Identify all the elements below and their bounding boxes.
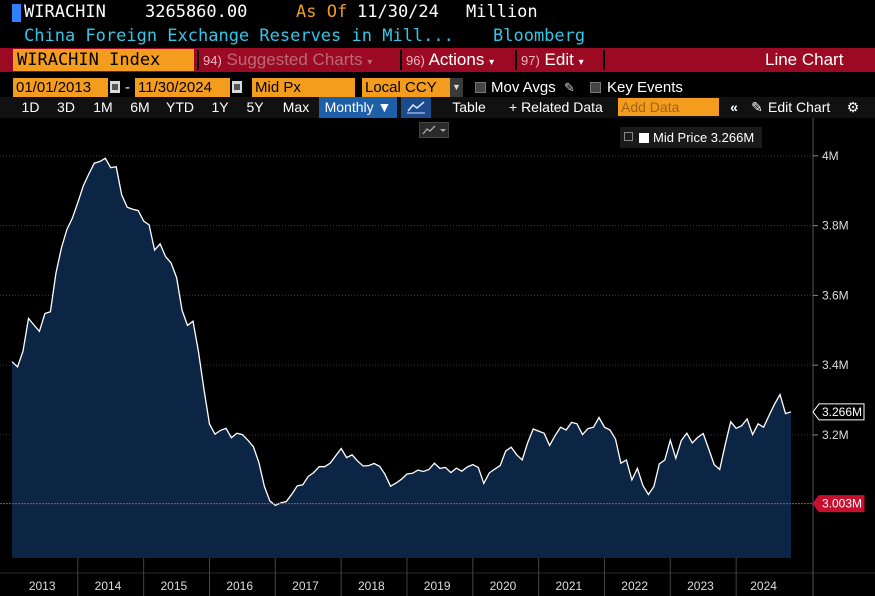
range-max[interactable]: Max (282, 99, 310, 115)
key-events-label: Key Events (607, 79, 683, 96)
min-value-tag: 3.003M (812, 495, 865, 513)
start-date-field[interactable]: 01/01/2013 (13, 78, 108, 97)
legend-swatch (639, 133, 649, 143)
y-tick-label: 3.6M (822, 288, 849, 302)
suggested-charts-menu[interactable]: 94) Suggested Charts ▾ (203, 48, 372, 75)
menu-bar: WIRACHIN Index 94) Suggested Charts ▾ 96… (0, 48, 875, 72)
line-chart-icon (422, 125, 446, 135)
x-tick-label: 2023 (687, 579, 714, 593)
edit-label: Edit (544, 50, 574, 69)
calendar-icon[interactable] (110, 81, 120, 93)
line-chart-icon[interactable] (401, 97, 431, 118)
min-value-tag-text: 3.003M (822, 497, 862, 511)
description-bar: China Foreign Exchange Reserves in Mill.… (0, 25, 875, 47)
unit-label: Million (466, 2, 538, 22)
series-area (12, 158, 791, 559)
view-title: Line Chart (765, 50, 844, 69)
legend-label: Mid Price 3.266M (653, 130, 755, 145)
x-tick-label: 2018 (358, 579, 385, 593)
series-line (11, 157, 792, 507)
calendar-icon[interactable] (232, 81, 242, 93)
mov-avgs-checkbox[interactable] (475, 82, 486, 93)
chevron-down-icon: ▾ (578, 57, 584, 68)
x-tick-label: 2024 (750, 579, 777, 593)
x-tick-label: 2017 (292, 579, 319, 593)
range-5y[interactable]: 5Y (246, 99, 264, 115)
as-of-date: 11/30/24 (357, 2, 439, 22)
source-label: Bloomberg (493, 26, 586, 46)
actions-label: Actions (428, 50, 485, 69)
last-value-tag-box (812, 403, 865, 421)
y-tick-label: 3.2M (822, 428, 849, 442)
pencil-icon[interactable]: ✎ (751, 99, 763, 115)
x-axis: 2013 2014 2015 2016 2017 2018 2019 2020 2021 2022… (29, 558, 777, 596)
chart-toolbar: 1D 3D 1M 6M YTD 1Y 5Y Max Monthly ▼ Tabl… (0, 97, 875, 118)
edit-number: 97) (521, 53, 540, 68)
security-header: WIRACHIN 3265860.00 As Of 11/30/24 Milli… (0, 0, 875, 24)
date-range-dash: - (125, 79, 130, 96)
y-tick-label: 4M (822, 149, 839, 163)
x-tick-label: 2014 (95, 579, 122, 593)
edit-menu[interactable]: 97) Edit ▾ (521, 48, 584, 75)
divider (197, 50, 199, 70)
y-tick-label: 3.8M (822, 219, 849, 233)
x-tick-label: 2013 (29, 579, 56, 593)
x-tick-label: 2016 (226, 579, 253, 593)
x-tick-label: 2021 (555, 579, 582, 593)
as-of-label: As Of (296, 2, 348, 22)
x-tick-label: 2020 (490, 579, 517, 593)
divider (603, 50, 605, 70)
pencil-icon[interactable]: ✎ (564, 80, 575, 95)
divider (400, 50, 402, 70)
legend[interactable]: Mid Price 3.266M (620, 127, 763, 148)
index-field[interactable]: WIRACHIN Index (13, 49, 194, 71)
x-tick-label: 2015 (160, 579, 187, 593)
related-data-button[interactable]: + Related Data (509, 99, 603, 115)
line-chart-glyph (407, 101, 425, 114)
cursor-marker (12, 4, 21, 22)
chart-type-dropdown[interactable] (419, 122, 449, 138)
range-3d[interactable]: 3D (57, 99, 75, 115)
end-date-field[interactable]: 11/30/2024 (135, 78, 230, 97)
ticker-symbol: WIRACHIN (24, 2, 106, 22)
last-value-tag: 3.266M (812, 403, 865, 421)
periodicity-select[interactable]: Monthly ▼ (319, 97, 397, 118)
chevron-down-icon: ▾ (367, 57, 373, 68)
min-value-tag-box (812, 495, 865, 513)
range-ytd[interactable]: YTD (166, 99, 194, 115)
controls-bar: 01/01/2013 - 11/30/2024 Mid Px Local CCY… (0, 78, 875, 98)
add-data-input[interactable]: Add Data (618, 98, 719, 116)
value-tags: 3.266M 3.003M (812, 403, 865, 513)
actions-menu[interactable]: 96) Actions ▾ (406, 48, 494, 75)
gear-icon[interactable]: ⚙ (846, 99, 860, 115)
line-chart[interactable]: 4M3.8M3.6M3.4M3.2M 2013 2014 2015 2016 2017 2… (0, 118, 875, 596)
suggested-charts-number: 94) (203, 53, 222, 68)
y-tick-label: 3.4M (822, 358, 849, 372)
last-value: 3265860.00 (145, 2, 248, 22)
currency-select[interactable]: Local CCY (362, 78, 451, 97)
range-1d[interactable]: 1D (21, 99, 40, 115)
series-description: China Foreign Exchange Reserves in Mill.… (24, 26, 454, 46)
key-events-checkbox[interactable] (590, 82, 601, 93)
table-button[interactable]: Table (452, 99, 486, 115)
y-axis: 4M 3.8M 3.6M 3.4M 3.2M (813, 149, 849, 442)
range-1y[interactable]: 1Y (211, 99, 229, 115)
x-tick-label: 2019 (424, 579, 451, 593)
edit-chart-button[interactable]: Edit Chart (768, 99, 831, 115)
chevron-down-icon: ▾ (489, 57, 495, 68)
range-6m[interactable]: 6M (130, 99, 150, 115)
suggested-charts-label: Suggested Charts (226, 50, 363, 69)
mov-avgs-label: Mov Avgs (491, 79, 556, 96)
range-1m[interactable]: 1M (93, 99, 113, 115)
collapse-icon[interactable]: « (730, 99, 738, 115)
chevron-down-icon[interactable]: ▼ (450, 78, 463, 97)
last-value-tag-text: 3.266M (822, 405, 862, 419)
actions-number: 96) (406, 53, 425, 68)
x-tick-label: 2022 (621, 579, 648, 593)
legend-toggle-icon[interactable] (624, 132, 633, 141)
field-select[interactable]: Mid Px (252, 78, 355, 97)
divider (515, 50, 517, 70)
